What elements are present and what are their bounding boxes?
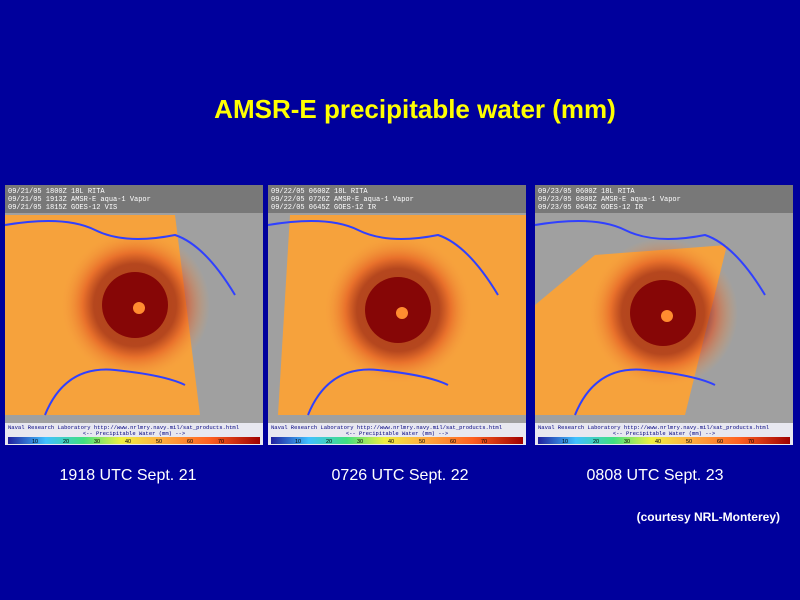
color-bar — [271, 437, 523, 444]
scale-label: 60 — [187, 439, 193, 445]
scale-label: 40 — [655, 439, 661, 445]
color-bar — [538, 437, 790, 444]
image-footer: <-- Precipitable Water (mm) --> — [613, 430, 715, 437]
image-footer: Naval Research Laboratory http://www.nrl… — [271, 424, 502, 431]
scale-label: 20 — [326, 439, 332, 445]
coastline — [534, 220, 766, 416]
scale-label: 50 — [156, 439, 162, 445]
image-footer: Naval Research Laboratory http://www.nrl… — [538, 424, 769, 431]
scale-label: 30 — [357, 439, 363, 445]
scale-label: 30 — [94, 439, 100, 445]
scale-label: 40 — [388, 439, 394, 445]
scale-label: 70 — [748, 439, 754, 445]
scale-label: 60 — [717, 439, 723, 445]
storm-eye — [396, 307, 408, 319]
image-header: 09/22/05 0645Z GOES-12 IR — [271, 204, 377, 212]
image-footer: <-- Precipitable Water (mm) --> — [346, 430, 448, 437]
image-header: 09/21/05 1815Z GOES-12 VIS — [8, 204, 117, 212]
header-band — [268, 185, 526, 213]
image-header: 09/23/05 0808Z AMSR-E aqua-1 Vapor — [538, 196, 681, 204]
scale-label: 50 — [419, 439, 425, 445]
scale-label: 40 — [125, 439, 131, 445]
image-footer: Naval Research Laboratory http://www.nrl… — [8, 424, 239, 431]
coastline — [267, 220, 499, 416]
scale-label: 70 — [481, 439, 487, 445]
header-band — [535, 185, 793, 213]
color-bar — [8, 437, 260, 444]
image-header: 09/21/05 1913Z AMSR-E aqua-1 Vapor — [8, 196, 151, 204]
scale-label: 50 — [686, 439, 692, 445]
scale-label: 10 — [562, 439, 568, 445]
scale-label: 20 — [593, 439, 599, 445]
image-header: 09/23/05 0600Z 18L RITA — [538, 188, 635, 196]
caption: 0808 UTC Sept. 23 — [587, 467, 724, 484]
coastline — [4, 220, 236, 416]
scale-label: 70 — [218, 439, 224, 445]
scale-label: 60 — [450, 439, 456, 445]
image-footer: <-- Precipitable Water (mm) --> — [83, 430, 185, 437]
scale-label: 10 — [295, 439, 301, 445]
image-header: 09/22/05 0600Z 18L RITA — [271, 188, 368, 196]
caption: 1918 UTC Sept. 21 — [60, 467, 197, 484]
image-header: 09/22/05 0726Z AMSR-E aqua-1 Vapor — [271, 196, 414, 204]
slide-title: AMSR-E precipitable water (mm) — [214, 94, 616, 124]
credit: (courtesy NRL-Monterey) — [637, 510, 780, 524]
scale-label: 20 — [63, 439, 69, 445]
image-header: 09/23/05 0645Z GOES-12 IR — [538, 204, 644, 212]
scale-label: 30 — [624, 439, 630, 445]
storm-eye — [661, 310, 673, 322]
header-band — [5, 185, 263, 213]
scale-label: 10 — [32, 439, 38, 445]
caption: 0726 UTC Sept. 22 — [332, 467, 469, 484]
storm-eye — [133, 302, 145, 314]
image-header: 09/21/05 1800Z 18L RITA — [8, 188, 105, 196]
